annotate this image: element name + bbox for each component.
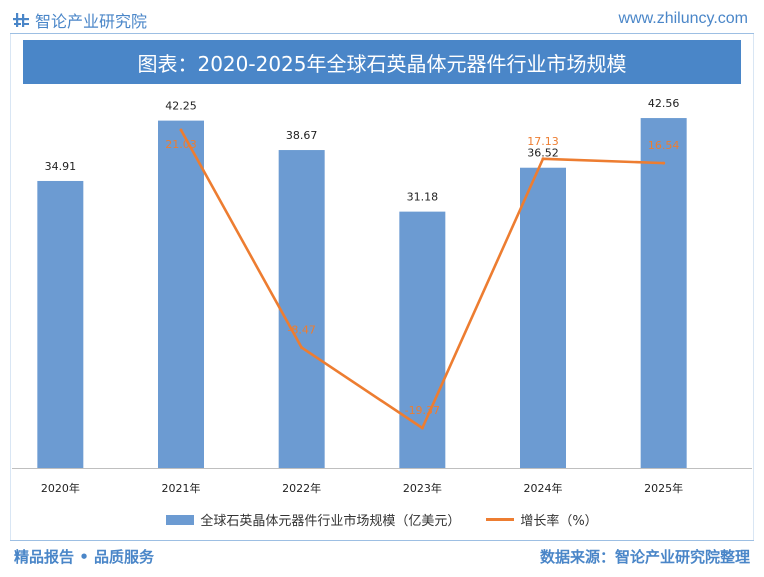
x-tick-label: 2024年 bbox=[524, 481, 563, 495]
bar-2024年 bbox=[520, 167, 566, 469]
legend-item-bar: 全球石英晶体元器件行业市场规模（亿美元） bbox=[166, 510, 460, 529]
bar-value-label: 42.56 bbox=[648, 97, 680, 110]
growth-rate-label: -19.37 bbox=[405, 404, 440, 417]
growth-rate-point bbox=[420, 426, 424, 430]
top-divider bbox=[10, 33, 754, 34]
bar-2023年 bbox=[399, 211, 446, 468]
growth-rate-label: 16.54 bbox=[648, 139, 680, 152]
growth-rate-point bbox=[179, 128, 183, 132]
brand: 智论产业研究院 bbox=[12, 8, 147, 32]
frame-left bbox=[10, 34, 11, 540]
bar-value-label: 42.25 bbox=[165, 100, 197, 113]
growth-rate-point bbox=[662, 161, 666, 165]
brand-logo-icon bbox=[13, 13, 29, 27]
footer-slogan: 精品报告 • 品质服务 bbox=[14, 548, 155, 566]
x-tick-label: 2025年 bbox=[644, 481, 683, 495]
site-url[interactable]: www.zhiluncy.com bbox=[618, 10, 748, 27]
bar-2025年 bbox=[640, 118, 687, 468]
legend-line-label: 增长率（%） bbox=[520, 514, 598, 529]
chart-title: 图表：2020-2025年全球石英晶体元器件行业市场规模 bbox=[23, 40, 741, 84]
bar-value-label: 36.52 bbox=[527, 147, 559, 160]
bar-2022年 bbox=[278, 150, 325, 468]
bar-value-label: 31.18 bbox=[407, 191, 439, 204]
growth-rate-label: 17.13 bbox=[527, 135, 559, 148]
legend-item-line: 增长率（%） bbox=[486, 510, 598, 529]
x-tick-label: 2021年 bbox=[162, 481, 201, 495]
x-tick-label: 2022年 bbox=[282, 481, 321, 495]
bar-2020年 bbox=[37, 180, 84, 468]
bar-value-label: 38.67 bbox=[286, 129, 318, 142]
chart-area: 34.91 42.25 38.67 31.18 36.52 42.56 2020年 2021年… bbox=[12, 97, 752, 495]
legend-line-swatch bbox=[486, 518, 515, 521]
x-tick-label: 2023年 bbox=[403, 481, 442, 495]
legend-bar-swatch bbox=[166, 514, 195, 525]
footer-source: 数据来源：智论产业研究院整理 bbox=[539, 548, 750, 566]
growth-rate-label: 21.03 bbox=[165, 138, 197, 151]
growth-rate-point bbox=[300, 346, 304, 350]
growth-rate-label: -8.47 bbox=[287, 324, 315, 337]
x-tick-label: 2020年 bbox=[41, 481, 80, 495]
bar-value-label: 34.91 bbox=[45, 160, 77, 173]
bar-2021年 bbox=[158, 120, 204, 468]
brand-name: 智论产业研究院 bbox=[35, 12, 148, 31]
bottom-divider bbox=[10, 540, 754, 541]
legend-bar-label: 全球石英晶体元器件行业市场规模（亿美元） bbox=[200, 514, 461, 529]
growth-rate-point bbox=[541, 157, 545, 161]
chart-legend: 全球石英晶体元器件行业市场规模（亿美元） 增长率（%） bbox=[0, 510, 764, 529]
frame-right bbox=[753, 34, 754, 540]
